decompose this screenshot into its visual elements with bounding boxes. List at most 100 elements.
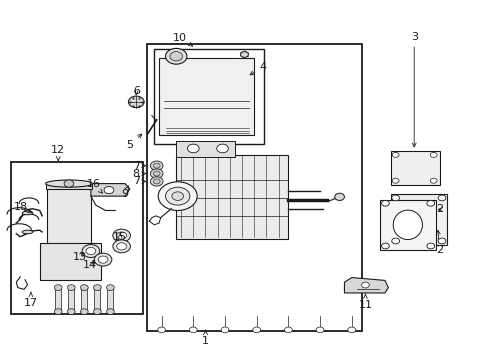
Text: 9: 9 (121, 186, 128, 199)
Circle shape (128, 96, 144, 108)
Bar (147, 44, 361, 330)
Bar (55, 286, 61, 313)
Circle shape (189, 327, 197, 333)
Circle shape (64, 180, 74, 187)
Bar (154, 49, 264, 144)
Circle shape (113, 229, 130, 242)
Circle shape (153, 179, 160, 184)
Circle shape (54, 309, 62, 315)
Circle shape (391, 152, 398, 157)
Text: 17: 17 (24, 292, 38, 308)
Text: 1: 1 (202, 330, 208, 346)
Circle shape (165, 48, 186, 64)
Bar (390, 151, 439, 185)
Circle shape (150, 161, 163, 170)
Bar (107, 286, 113, 313)
Polygon shape (91, 184, 130, 196)
Circle shape (153, 171, 160, 176)
Text: 14: 14 (82, 260, 96, 270)
Circle shape (93, 309, 101, 315)
Circle shape (429, 178, 436, 183)
Ellipse shape (22, 230, 33, 234)
Ellipse shape (392, 210, 422, 239)
Text: 8: 8 (132, 168, 145, 179)
Ellipse shape (403, 204, 432, 235)
Bar (81, 286, 87, 313)
Circle shape (426, 243, 434, 249)
Circle shape (98, 256, 108, 263)
Circle shape (361, 282, 368, 288)
Circle shape (240, 51, 248, 57)
Circle shape (86, 247, 96, 255)
Circle shape (104, 186, 114, 194)
Text: 2: 2 (435, 230, 442, 255)
Bar (68, 286, 74, 313)
Text: 13: 13 (73, 252, 86, 262)
Circle shape (187, 144, 199, 153)
Circle shape (391, 238, 399, 244)
Text: 7: 7 (132, 161, 145, 171)
Text: 12: 12 (51, 144, 65, 161)
Bar (40, 243, 101, 280)
Circle shape (334, 193, 344, 201)
Circle shape (94, 253, 112, 266)
Circle shape (158, 327, 165, 333)
Circle shape (117, 232, 126, 239)
Circle shape (150, 169, 163, 178)
Circle shape (391, 178, 398, 183)
Circle shape (106, 285, 114, 291)
Text: 4: 4 (249, 62, 266, 75)
Bar (94, 286, 100, 313)
Circle shape (169, 51, 182, 61)
Circle shape (429, 152, 436, 157)
Text: 7: 7 (132, 176, 145, 186)
Circle shape (284, 327, 292, 333)
Text: 5: 5 (126, 134, 142, 150)
Circle shape (158, 182, 197, 211)
Text: 16: 16 (86, 179, 102, 193)
Circle shape (80, 309, 88, 315)
Bar (47, 189, 91, 244)
Circle shape (80, 285, 88, 291)
Bar (176, 155, 288, 239)
Circle shape (347, 327, 355, 333)
Circle shape (437, 238, 445, 244)
Circle shape (67, 309, 75, 315)
Ellipse shape (45, 180, 92, 187)
Bar (11, 162, 143, 315)
Text: 18: 18 (14, 202, 32, 212)
Polygon shape (344, 278, 387, 293)
Ellipse shape (22, 211, 33, 215)
Circle shape (171, 192, 183, 201)
Circle shape (93, 285, 101, 291)
Circle shape (150, 177, 163, 186)
Text: 6: 6 (132, 86, 140, 96)
Circle shape (165, 187, 189, 205)
Circle shape (82, 244, 100, 257)
Circle shape (381, 243, 388, 249)
Circle shape (252, 327, 260, 333)
Circle shape (153, 163, 160, 168)
Text: 10: 10 (173, 33, 192, 46)
Circle shape (54, 285, 62, 291)
Polygon shape (45, 184, 92, 189)
Bar (176, 140, 234, 157)
Circle shape (391, 195, 399, 201)
Circle shape (426, 201, 434, 206)
Text: 3: 3 (410, 32, 417, 147)
Text: 15: 15 (113, 232, 127, 242)
Circle shape (117, 243, 126, 250)
Circle shape (67, 285, 75, 291)
Polygon shape (159, 58, 254, 135)
Circle shape (106, 309, 114, 315)
Circle shape (221, 327, 228, 333)
Circle shape (381, 201, 388, 206)
Text: 11: 11 (358, 294, 372, 310)
Bar (379, 200, 435, 250)
Bar (390, 194, 446, 244)
Text: 2: 2 (435, 204, 442, 215)
Circle shape (437, 195, 445, 201)
Circle shape (113, 240, 130, 253)
Circle shape (316, 327, 324, 333)
Circle shape (216, 144, 228, 153)
